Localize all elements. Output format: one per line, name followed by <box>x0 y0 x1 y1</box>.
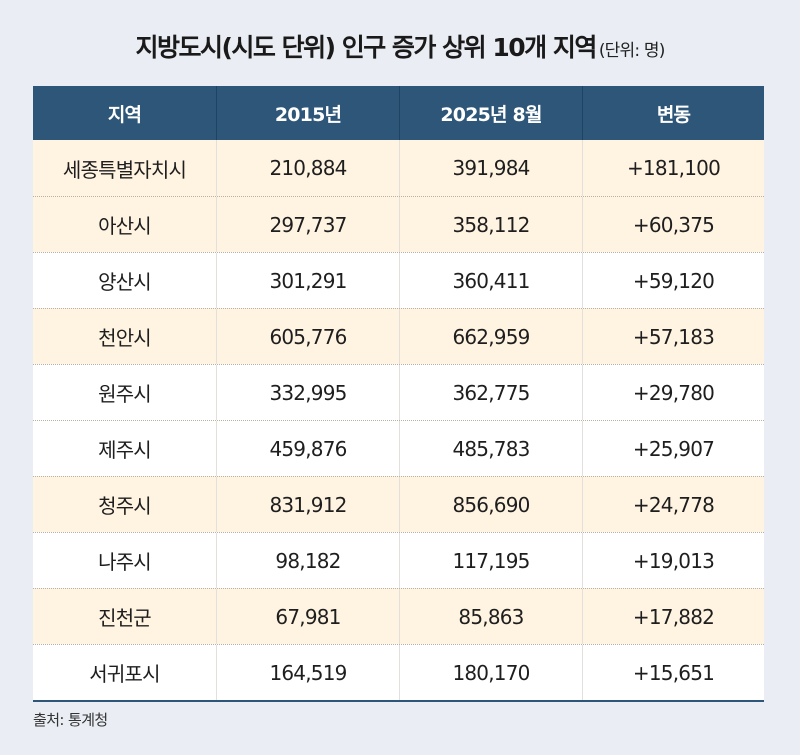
cell-2025: 391,984 <box>400 140 583 196</box>
cell-region: 청주시 <box>33 477 217 532</box>
cell-change: +29,780 <box>632 380 715 405</box>
cell-region: 제주시 <box>33 421 217 476</box>
cell-2015: 164,519 <box>217 645 400 700</box>
cell-2015: 459,876 <box>217 421 400 476</box>
table-row: 아산시 297,737 358,112 +60,375 <box>33 196 764 252</box>
cell-change: +25,907 <box>632 436 715 461</box>
table-row: 천안시 605,776 662,959 +57,183 <box>33 308 764 364</box>
cell-region: 진천군 <box>33 589 217 644</box>
population-table: 지역 2015년 2025년 8월 변동 세종특별자치시 210,884 391… <box>33 86 764 702</box>
table-row: 서귀포시 164,519 180,170 +15,651 <box>33 644 764 700</box>
cell-change: +59,120 <box>632 268 715 293</box>
cell-change: +57,183 <box>632 324 715 349</box>
cell-2015: 297,737 <box>217 197 400 252</box>
cell-change: +24,778 <box>632 492 715 517</box>
cell-2015: 831,912 <box>217 477 400 532</box>
table-row: 세종특별자치시 210,884 391,984 +181,100 <box>33 140 764 196</box>
cell-change: +15,651 <box>632 660 715 685</box>
cell-2025: 362,775 <box>400 365 583 420</box>
header-2025-aug: 2025년 8월 <box>400 86 583 140</box>
cell-region: 세종특별자치시 <box>33 140 217 196</box>
title-unit: (단위: 명) <box>598 41 666 61</box>
cell-2025: 117,195 <box>400 533 583 588</box>
table-row: 제주시 459,876 485,783 +25,907 <box>33 420 764 476</box>
header-2015: 2015년 <box>217 86 400 140</box>
cell-2025: 485,783 <box>400 421 583 476</box>
table-header: 지역 2015년 2025년 8월 변동 <box>33 86 764 140</box>
source-note: 출처: 통계청 <box>33 711 108 729</box>
table-bottom-rule <box>33 700 764 702</box>
cell-2015: 67,981 <box>217 589 400 644</box>
header-region: 지역 <box>33 86 217 140</box>
cell-change: +60,375 <box>632 212 715 237</box>
table-row: 나주시 98,182 117,195 +19,013 <box>33 532 764 588</box>
cell-2025: 662,959 <box>400 309 583 364</box>
table-row: 양산시 301,291 360,411 +59,120 <box>33 252 764 308</box>
cell-2015: 332,995 <box>217 365 400 420</box>
cell-2015: 210,884 <box>217 140 400 196</box>
header-change: 변동 <box>656 103 691 126</box>
cell-2025: 358,112 <box>400 197 583 252</box>
cell-change: +181,100 <box>626 156 721 180</box>
title-main: 지방도시(시도 단위) 인구 증가 상위 10개 지역 <box>135 33 597 62</box>
cell-2025: 180,170 <box>400 645 583 700</box>
cell-region: 원주시 <box>33 365 217 420</box>
cell-2015: 301,291 <box>217 253 400 308</box>
cell-region: 서귀포시 <box>33 645 217 700</box>
table-body: 세종특별자치시 210,884 391,984 +181,100 아산시 297… <box>33 140 764 700</box>
cell-region: 나주시 <box>33 533 217 588</box>
cell-2025: 85,863 <box>400 589 583 644</box>
cell-change: +19,013 <box>632 548 715 573</box>
cell-region: 양산시 <box>33 253 217 308</box>
cell-2025: 856,690 <box>400 477 583 532</box>
cell-2015: 98,182 <box>217 533 400 588</box>
cell-2015: 605,776 <box>217 309 400 364</box>
page-title: 지방도시(시도 단위) 인구 증가 상위 10개 지역 (단위: 명) <box>0 28 800 64</box>
cell-region: 아산시 <box>33 197 217 252</box>
cell-change: +17,882 <box>632 604 715 629</box>
cell-region: 천안시 <box>33 309 217 364</box>
table-row: 원주시 332,995 362,775 +29,780 <box>33 364 764 420</box>
table-row: 진천군 67,981 85,863 +17,882 <box>33 588 764 644</box>
table-row: 청주시 831,912 856,690 +24,778 <box>33 476 764 532</box>
cell-2025: 360,411 <box>400 253 583 308</box>
